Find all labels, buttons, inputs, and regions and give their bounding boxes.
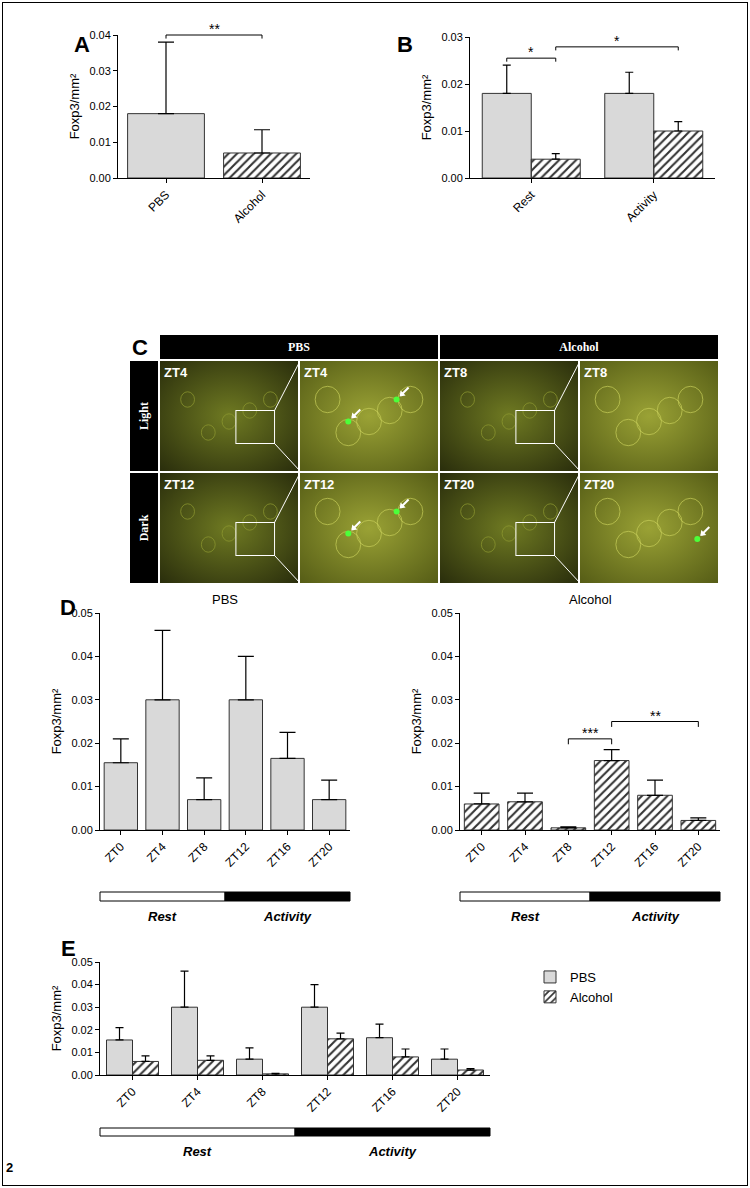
svg-text:Foxp3/mm²: Foxp3/mm² — [49, 688, 64, 754]
svg-text:0.04: 0.04 — [71, 978, 92, 990]
svg-text:ZT4: ZT4 — [164, 365, 188, 380]
svg-text:ZT16: ZT16 — [264, 840, 294, 870]
svg-text:ZT20: ZT20 — [444, 477, 474, 492]
svg-text:ZT20: ZT20 — [306, 840, 336, 870]
svg-text:Activity: Activity — [368, 1144, 417, 1159]
svg-text:0.00: 0.00 — [89, 172, 110, 184]
svg-text:**: ** — [650, 708, 661, 724]
svg-text:ZT0: ZT0 — [102, 840, 127, 865]
svg-text:B: B — [397, 32, 413, 57]
svg-text:Alcohol: Alcohol — [569, 592, 612, 607]
svg-text:**: ** — [209, 21, 220, 37]
svg-text:Rest: Rest — [510, 187, 538, 215]
svg-text:ZT4: ZT4 — [506, 840, 531, 865]
svg-text:Activity: Activity — [263, 909, 312, 924]
svg-text:D: D — [60, 595, 76, 620]
svg-text:Foxp3/mm²: Foxp3/mm² — [419, 74, 434, 140]
svg-text:0.00: 0.00 — [71, 824, 92, 836]
svg-text:Alcohol: Alcohol — [231, 188, 269, 226]
svg-text:0.00: 0.00 — [441, 172, 462, 184]
svg-text:A: A — [74, 32, 90, 57]
svg-text:0.02: 0.02 — [71, 1024, 92, 1036]
svg-text:***: *** — [582, 725, 599, 741]
svg-text:0.01: 0.01 — [71, 780, 92, 792]
svg-text:ZT12: ZT12 — [164, 477, 194, 492]
svg-text:PBS: PBS — [570, 970, 596, 985]
svg-text:ZT8: ZT8 — [550, 840, 575, 865]
svg-text:0.05: 0.05 — [431, 607, 452, 619]
svg-text:Rest: Rest — [148, 909, 177, 924]
html-text:2: 2 — [6, 1160, 14, 1175]
svg-text:Alcohol: Alcohol — [559, 340, 599, 354]
svg-text:Foxp3/mm²: Foxp3/mm² — [67, 73, 82, 139]
svg-text:0.01: 0.01 — [431, 780, 452, 792]
svg-text:0.02: 0.02 — [441, 78, 462, 90]
svg-text:Light: Light — [137, 402, 151, 430]
svg-text:0.04: 0.04 — [89, 29, 110, 41]
svg-text:ZT0: ZT0 — [463, 840, 488, 865]
svg-text:0.05: 0.05 — [71, 956, 92, 968]
svg-text:Rest: Rest — [183, 1144, 212, 1159]
svg-text:Alcohol: Alcohol — [570, 990, 613, 1005]
svg-text:ZT12: ZT12 — [304, 1085, 334, 1115]
svg-text:ZT8: ZT8 — [244, 1085, 269, 1110]
svg-text:Foxp3/mm²: Foxp3/mm² — [409, 688, 424, 754]
svg-text:*: * — [528, 44, 534, 60]
svg-text:Activity: Activity — [631, 909, 680, 924]
svg-text:ZT8: ZT8 — [584, 365, 607, 380]
svg-text:ZT4: ZT4 — [304, 365, 328, 380]
svg-text:0.03: 0.03 — [441, 31, 462, 43]
svg-text:0.02: 0.02 — [71, 737, 92, 749]
svg-text:ZT8: ZT8 — [186, 840, 211, 865]
svg-text:ZT16: ZT16 — [632, 840, 662, 870]
svg-text:ZT12: ZT12 — [304, 477, 334, 492]
svg-text:Foxp3/mm²: Foxp3/mm² — [49, 985, 64, 1051]
svg-text:Rest: Rest — [511, 909, 540, 924]
svg-text:Dark: Dark — [137, 514, 151, 541]
svg-text:0.04: 0.04 — [431, 650, 452, 662]
svg-text:ZT0: ZT0 — [114, 1085, 139, 1110]
svg-text:0.05: 0.05 — [71, 607, 92, 619]
svg-text:0.04: 0.04 — [71, 650, 92, 662]
svg-text:ZT12: ZT12 — [222, 840, 252, 870]
svg-text:ZT20: ZT20 — [675, 840, 705, 870]
svg-text:0.03: 0.03 — [71, 694, 92, 706]
svg-text:0.00: 0.00 — [431, 824, 452, 836]
svg-text:0.01: 0.01 — [441, 125, 462, 137]
svg-text:ZT20: ZT20 — [584, 477, 614, 492]
svg-text:0.02: 0.02 — [431, 737, 452, 749]
svg-text:0.01: 0.01 — [71, 1046, 92, 1058]
svg-text:E: E — [61, 936, 76, 961]
svg-text:ZT4: ZT4 — [179, 1085, 204, 1110]
svg-text:ZT16: ZT16 — [369, 1085, 399, 1115]
svg-text:PBS: PBS — [145, 188, 172, 215]
svg-text:ZT4: ZT4 — [144, 840, 169, 865]
svg-text:0.00: 0.00 — [71, 1069, 92, 1081]
svg-text:ZT20: ZT20 — [434, 1085, 464, 1115]
svg-text:0.01: 0.01 — [89, 136, 110, 148]
svg-text:Activity: Activity — [623, 188, 660, 225]
svg-text:0.03: 0.03 — [89, 65, 110, 77]
svg-text:PBS: PBS — [288, 340, 310, 354]
svg-text:PBS: PBS — [212, 592, 238, 607]
svg-text:ZT8: ZT8 — [444, 365, 467, 380]
svg-text:0.03: 0.03 — [71, 1001, 92, 1013]
svg-text:C: C — [132, 335, 148, 360]
svg-text:0.03: 0.03 — [431, 694, 452, 706]
svg-text:*: * — [614, 33, 620, 49]
svg-text:ZT12: ZT12 — [588, 840, 618, 870]
svg-text:0.02: 0.02 — [89, 100, 110, 112]
